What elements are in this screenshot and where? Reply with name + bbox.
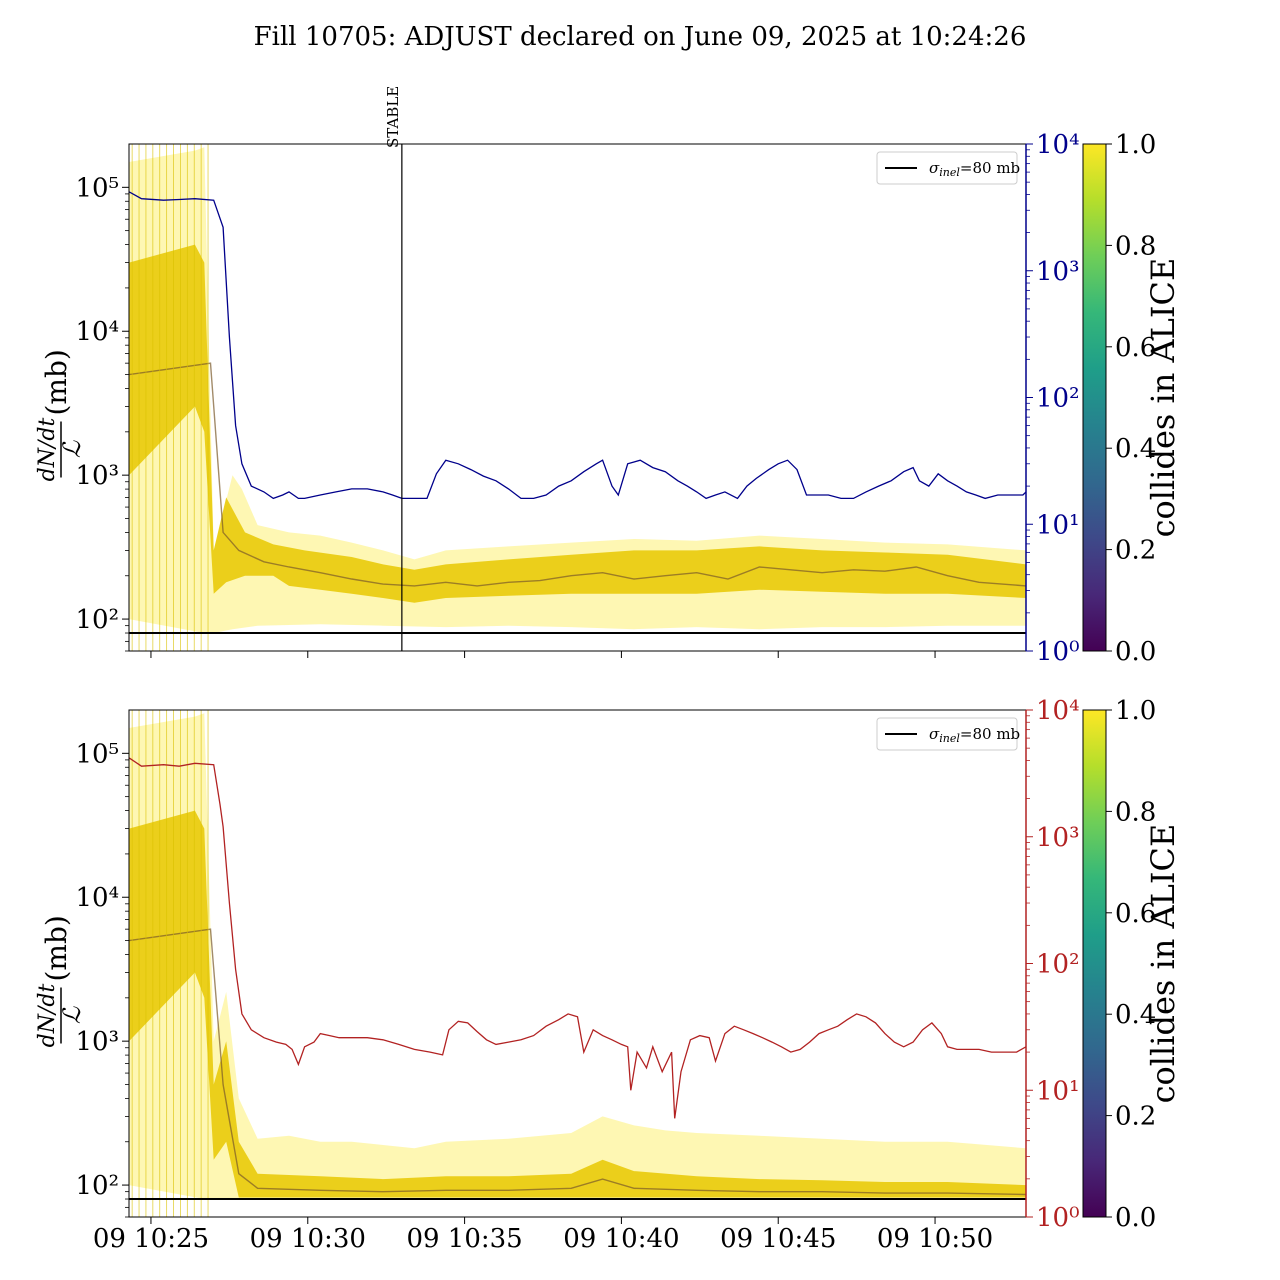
- x-tick-label: 09 10:45: [720, 1224, 836, 1254]
- legend-label: σinel=80 mb: [929, 159, 1020, 179]
- right-y-tick-label: 10¹: [1036, 1076, 1080, 1106]
- y-axis-label: dN/dtℒ (mb): [35, 915, 86, 1047]
- colorbar-tick-label: 0.2: [1115, 1102, 1156, 1132]
- y-tick-label: 10⁴: [75, 317, 119, 347]
- right-y-tick-label: 10³: [1036, 257, 1080, 287]
- colorbar-label: collides in ALICE: [1144, 824, 1182, 1104]
- right-y-tick-label: 10³: [1036, 823, 1080, 853]
- plot-area: [129, 144, 1026, 651]
- y-tick-label: 10⁴: [75, 883, 119, 913]
- plot-area: [129, 710, 1026, 1217]
- x-tick-label: 09 10:35: [406, 1224, 522, 1254]
- y-axis-label: dN/dtℒ (mb): [35, 349, 86, 481]
- legend-box: [876, 717, 1018, 751]
- colorbar-tick-label: 0.4: [1115, 1000, 1156, 1030]
- y-label-numerator: dN/dt: [35, 418, 60, 482]
- y-label-unit: (mb): [40, 915, 73, 981]
- colorbar: [1082, 709, 1107, 1218]
- right-y-tick-label: 10²: [1036, 950, 1080, 980]
- colorbar-tick-label: 0.2: [1115, 536, 1156, 566]
- colorbar-tick-label: 0.0: [1115, 637, 1156, 667]
- colorbar-tick-label: 0.6: [1115, 899, 1156, 929]
- right-y-tick-label: 10⁰: [1036, 637, 1080, 667]
- ratio-band-median: [129, 362, 1026, 587]
- x-tick-label: 09 10:25: [93, 1224, 209, 1254]
- legend: σinel=80 mb: [876, 717, 1020, 751]
- colorbar-label: collides in ALICE: [1144, 258, 1182, 538]
- y-tick-label: 10²: [75, 605, 119, 635]
- y-label-unit: (mb): [40, 349, 73, 415]
- x-tick-label: 09 10:50: [877, 1224, 993, 1254]
- legend: σinel=80 mb: [876, 151, 1020, 185]
- luminosity-trace: [129, 191, 1026, 500]
- right-y-tick-label: 10⁴: [1036, 130, 1080, 160]
- y-tick-label: 10³: [75, 1027, 119, 1057]
- colorbar-tick-label: 1.0: [1115, 130, 1156, 160]
- y-label-denominator: ℒ: [58, 440, 86, 458]
- colorbar: [1082, 143, 1107, 652]
- right-y-tick-label: 10¹: [1036, 510, 1080, 540]
- y-tick-label: 10⁵: [75, 739, 119, 769]
- x-tick-label: 09 10:40: [563, 1224, 679, 1254]
- y-tick-label: 10²: [75, 1171, 119, 1201]
- y-label-numerator: dN/dt: [35, 984, 60, 1048]
- right-y-tick-label: 10⁴: [1036, 696, 1080, 726]
- colorbar-tick-label: 0.0: [1115, 1203, 1156, 1233]
- ratio-band-core: [129, 244, 1026, 603]
- right-y-tick-label: 10²: [1036, 384, 1080, 414]
- colorbar-tick-label: 0.8: [1115, 231, 1156, 261]
- figure-title: Fill 10705: ADJUST declared on June 09, …: [254, 22, 1027, 52]
- right-y-tick-label: 10⁰: [1036, 1203, 1080, 1233]
- y-label-denominator: ℒ: [58, 1006, 86, 1024]
- y-tick-label: 10³: [75, 461, 119, 491]
- legend-label: σinel=80 mb: [929, 725, 1020, 745]
- luminosity-trace: [129, 757, 1026, 1119]
- legend-box: [876, 151, 1018, 185]
- colorbar-tick-label: 1.0: [1115, 696, 1156, 726]
- y-tick-label: 10⁵: [75, 173, 119, 203]
- panel-top: STABLE 10² 10³ 10⁴ 10⁵ 10⁰ 10¹ 10² 10³ 10⁴ dN/dtℒ (…: [35, 86, 1182, 667]
- ratio-band-outer: [129, 713, 1026, 1199]
- stable-annotation-label: STABLE: [384, 86, 402, 148]
- colorbar-tick-label: 0.4: [1115, 434, 1156, 464]
- colorbar-tick-label: 0.8: [1115, 797, 1156, 827]
- panel-bottom: 10² 10³ 10⁴ 10⁵ 10⁰ 10¹ 10² 10³ 10⁴ 09 10:25 09 10…: [35, 696, 1182, 1254]
- colorbar-tick-label: 0.6: [1115, 333, 1156, 363]
- ratio-band-median: [129, 928, 1026, 1196]
- x-tick-label: 09 10:30: [250, 1224, 366, 1254]
